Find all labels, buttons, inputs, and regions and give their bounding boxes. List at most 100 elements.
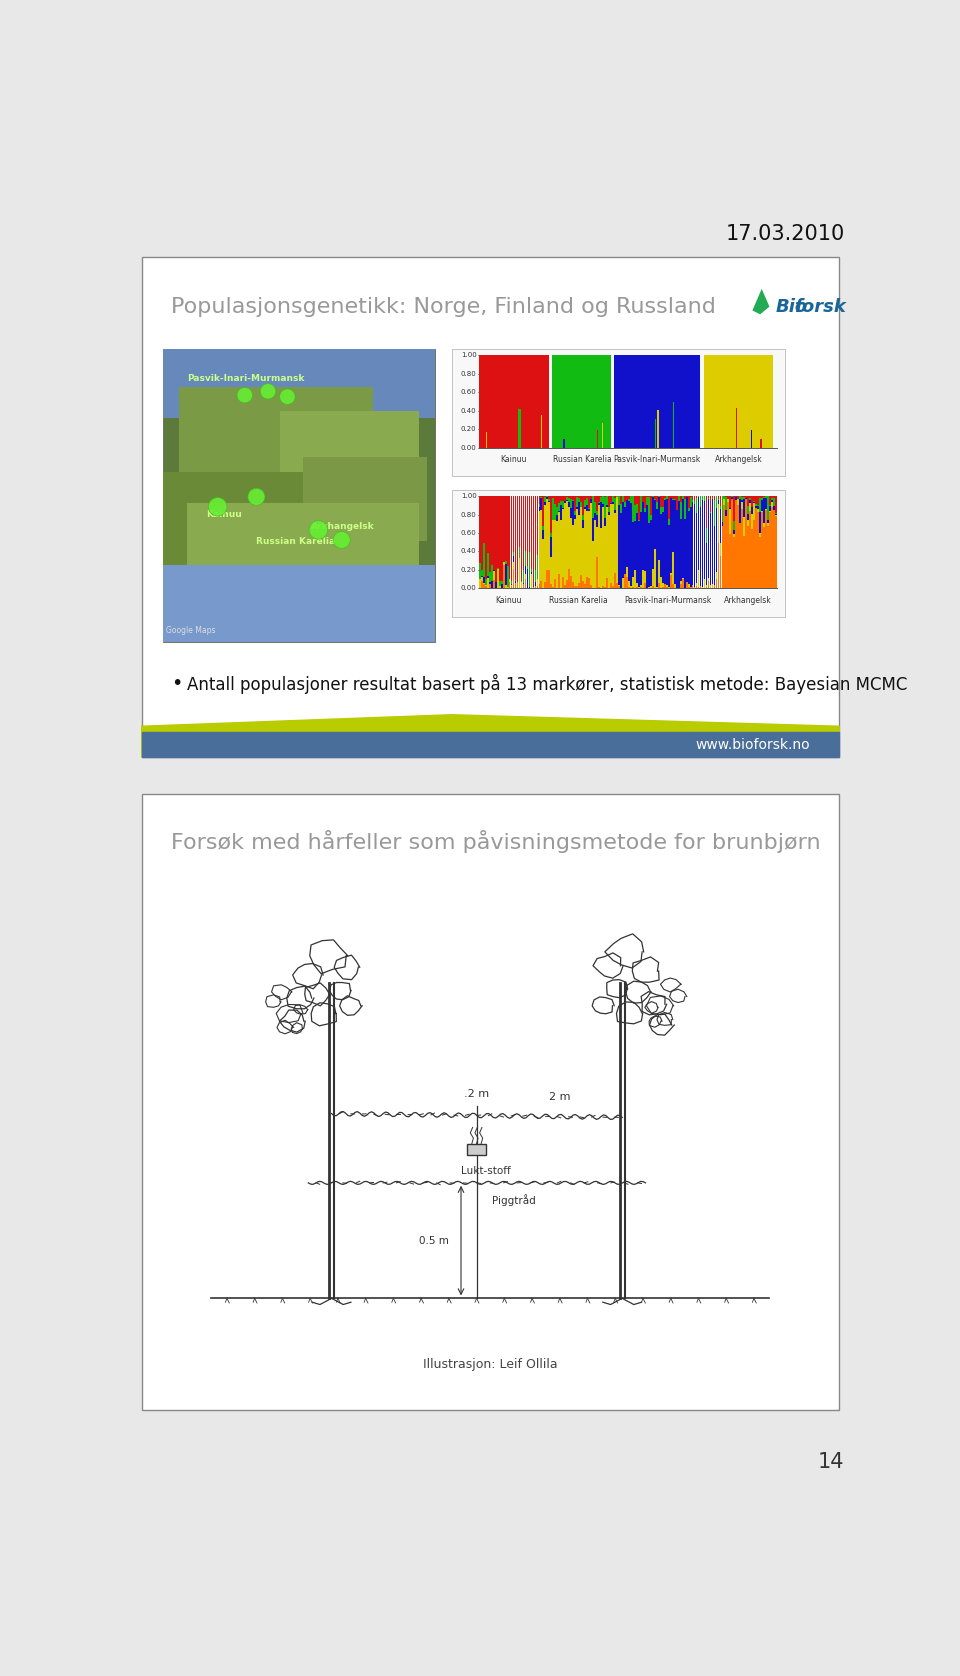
FancyBboxPatch shape (614, 513, 616, 573)
FancyBboxPatch shape (636, 504, 637, 513)
FancyBboxPatch shape (733, 538, 735, 588)
FancyBboxPatch shape (535, 496, 537, 570)
Text: 0.80: 0.80 (461, 511, 476, 518)
FancyBboxPatch shape (587, 496, 588, 498)
FancyBboxPatch shape (564, 503, 566, 585)
FancyBboxPatch shape (771, 498, 773, 501)
Text: Arkhangelsk: Arkhangelsk (724, 597, 771, 605)
FancyBboxPatch shape (684, 520, 685, 588)
FancyBboxPatch shape (501, 496, 502, 580)
FancyBboxPatch shape (611, 496, 612, 503)
Text: www.bioforsk.no: www.bioforsk.no (695, 737, 809, 753)
FancyBboxPatch shape (485, 578, 487, 585)
FancyBboxPatch shape (550, 496, 552, 533)
Text: 0.60: 0.60 (461, 530, 476, 536)
FancyBboxPatch shape (531, 572, 533, 573)
FancyBboxPatch shape (634, 521, 636, 570)
FancyBboxPatch shape (706, 528, 708, 543)
FancyBboxPatch shape (676, 510, 678, 588)
FancyBboxPatch shape (666, 585, 667, 587)
FancyBboxPatch shape (694, 504, 695, 587)
FancyBboxPatch shape (487, 553, 489, 577)
FancyBboxPatch shape (163, 565, 435, 642)
FancyBboxPatch shape (713, 499, 715, 526)
Text: 0.00: 0.00 (461, 444, 476, 451)
FancyBboxPatch shape (604, 498, 606, 518)
FancyBboxPatch shape (708, 499, 709, 578)
FancyBboxPatch shape (590, 499, 592, 503)
FancyBboxPatch shape (630, 503, 632, 585)
FancyBboxPatch shape (769, 496, 771, 504)
FancyBboxPatch shape (682, 496, 684, 499)
FancyBboxPatch shape (771, 508, 773, 588)
FancyBboxPatch shape (750, 503, 751, 511)
FancyBboxPatch shape (583, 496, 584, 515)
FancyBboxPatch shape (539, 583, 540, 588)
FancyBboxPatch shape (773, 498, 775, 506)
FancyBboxPatch shape (515, 580, 516, 583)
FancyBboxPatch shape (661, 511, 663, 583)
FancyBboxPatch shape (585, 510, 587, 583)
FancyBboxPatch shape (548, 503, 550, 570)
FancyBboxPatch shape (612, 587, 614, 588)
FancyBboxPatch shape (498, 496, 500, 582)
FancyBboxPatch shape (559, 496, 561, 503)
FancyBboxPatch shape (539, 496, 540, 504)
FancyBboxPatch shape (604, 518, 606, 526)
FancyBboxPatch shape (452, 489, 785, 617)
FancyBboxPatch shape (622, 578, 624, 588)
FancyBboxPatch shape (505, 496, 507, 561)
FancyBboxPatch shape (655, 419, 657, 447)
FancyBboxPatch shape (680, 585, 682, 588)
FancyBboxPatch shape (580, 508, 582, 575)
FancyBboxPatch shape (509, 580, 511, 582)
FancyBboxPatch shape (728, 499, 730, 501)
FancyBboxPatch shape (590, 503, 592, 585)
FancyBboxPatch shape (706, 585, 708, 587)
FancyBboxPatch shape (751, 429, 753, 447)
FancyBboxPatch shape (596, 511, 598, 515)
FancyBboxPatch shape (674, 499, 676, 583)
FancyBboxPatch shape (663, 498, 665, 499)
FancyBboxPatch shape (600, 496, 602, 501)
FancyBboxPatch shape (773, 506, 775, 510)
FancyBboxPatch shape (552, 498, 554, 520)
FancyBboxPatch shape (570, 577, 572, 588)
FancyBboxPatch shape (507, 496, 509, 566)
FancyBboxPatch shape (682, 499, 684, 578)
FancyBboxPatch shape (724, 496, 726, 498)
FancyBboxPatch shape (761, 499, 763, 511)
FancyBboxPatch shape (566, 498, 568, 499)
FancyBboxPatch shape (548, 570, 550, 588)
FancyBboxPatch shape (279, 411, 420, 526)
FancyBboxPatch shape (757, 506, 759, 510)
FancyBboxPatch shape (598, 503, 600, 504)
FancyBboxPatch shape (704, 355, 774, 447)
FancyBboxPatch shape (663, 585, 665, 588)
FancyBboxPatch shape (624, 506, 626, 573)
FancyBboxPatch shape (750, 511, 751, 588)
FancyBboxPatch shape (646, 498, 648, 504)
FancyBboxPatch shape (752, 513, 754, 530)
FancyBboxPatch shape (602, 506, 604, 587)
FancyBboxPatch shape (561, 496, 563, 501)
Text: Lukt-stoff: Lukt-stoff (461, 1166, 511, 1177)
FancyBboxPatch shape (602, 587, 604, 588)
FancyBboxPatch shape (722, 526, 723, 588)
Polygon shape (142, 714, 839, 758)
FancyBboxPatch shape (498, 587, 500, 588)
FancyBboxPatch shape (745, 499, 747, 588)
FancyBboxPatch shape (537, 496, 539, 555)
FancyBboxPatch shape (531, 496, 533, 570)
FancyBboxPatch shape (668, 496, 670, 520)
FancyBboxPatch shape (489, 582, 491, 583)
FancyBboxPatch shape (520, 580, 522, 582)
FancyBboxPatch shape (765, 510, 767, 588)
FancyBboxPatch shape (546, 570, 548, 588)
FancyBboxPatch shape (540, 582, 542, 588)
FancyBboxPatch shape (611, 503, 612, 583)
FancyBboxPatch shape (511, 585, 513, 588)
FancyBboxPatch shape (596, 515, 598, 526)
FancyBboxPatch shape (507, 566, 509, 587)
FancyBboxPatch shape (682, 578, 684, 588)
